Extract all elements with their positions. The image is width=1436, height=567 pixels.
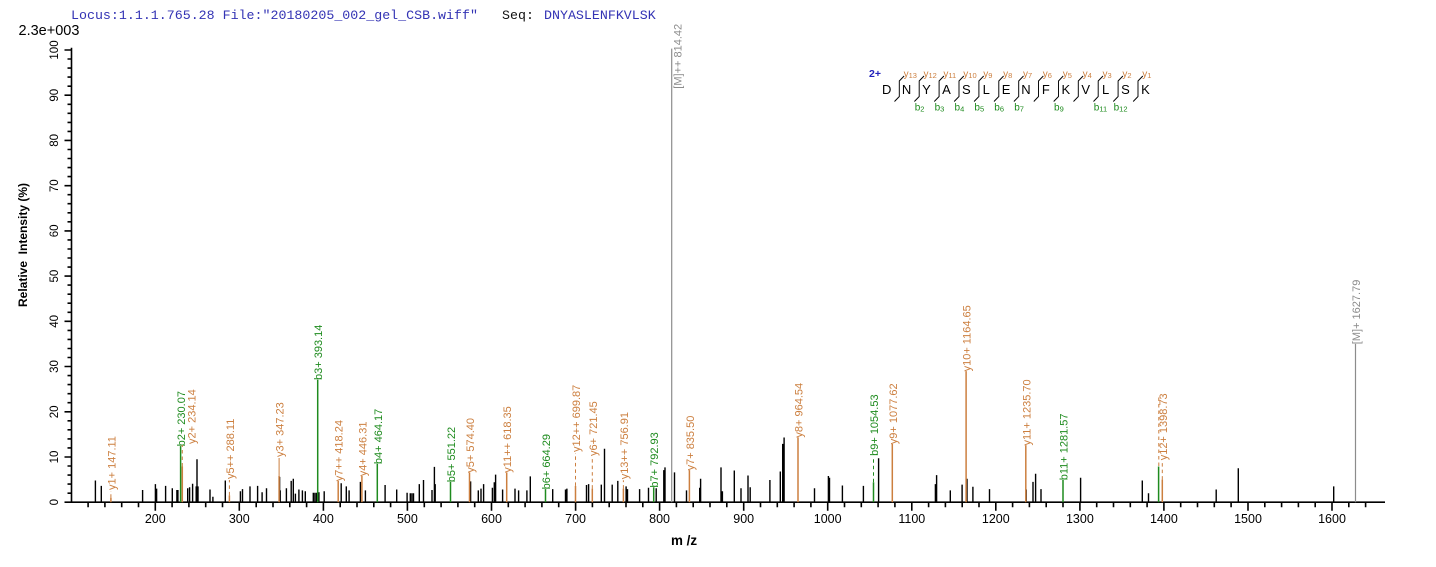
svg-text:20: 20: [49, 405, 61, 418]
svg-text:700: 700: [565, 512, 586, 526]
svg-text:b2+ 230.07: b2+ 230.07: [176, 391, 188, 446]
svg-text:y5: y5: [1063, 69, 1072, 80]
svg-text:b3+ 393.14: b3+ 393.14: [313, 325, 325, 380]
svg-text:S: S: [1121, 82, 1130, 97]
svg-text:y7: y7: [1023, 69, 1032, 80]
svg-text:y12++ 699.87: y12++ 699.87: [571, 385, 583, 452]
svg-text:1500: 1500: [1234, 512, 1262, 526]
svg-text:1600: 1600: [1318, 512, 1346, 526]
svg-text:y7+ 835.50: y7+ 835.50: [685, 416, 697, 471]
svg-text:N: N: [1021, 82, 1030, 97]
svg-text:y8: y8: [1003, 69, 1012, 80]
svg-text:0: 0: [49, 499, 61, 505]
svg-text:y9: y9: [983, 69, 992, 80]
svg-text:y12: y12: [924, 69, 937, 80]
svg-text:600: 600: [481, 512, 502, 526]
svg-text:300: 300: [229, 512, 250, 526]
svg-text:y10+ 1164.65: y10+ 1164.65: [962, 305, 974, 371]
svg-text:y4: y4: [1083, 69, 1092, 80]
svg-text:60: 60: [49, 225, 61, 238]
svg-text:y7++ 418.24: y7++ 418.24: [334, 420, 346, 481]
svg-text:b6+ 664.29: b6+ 664.29: [541, 434, 553, 489]
svg-text:Seq:: Seq:: [502, 8, 534, 23]
svg-text:y2: y2: [1122, 69, 1131, 80]
svg-text:b7: b7: [1014, 102, 1024, 113]
svg-text:30: 30: [49, 360, 61, 373]
svg-text:y6+ 721.45: y6+ 721.45: [588, 401, 600, 456]
svg-text:y11: y11: [943, 69, 956, 80]
svg-text:DNYASLENFKVLSK: DNYASLENFKVLSK: [544, 8, 656, 23]
svg-text:b9: b9: [1054, 102, 1064, 113]
svg-text:2.3e+003: 2.3e+003: [19, 23, 80, 39]
svg-text:y6: y6: [1043, 69, 1052, 80]
svg-text:b7+ 792.93: b7+ 792.93: [649, 432, 661, 487]
svg-text:y1+ 147.11: y1+ 147.11: [106, 436, 118, 490]
svg-text:b4: b4: [955, 102, 965, 113]
svg-text:500: 500: [397, 512, 418, 526]
svg-text:400: 400: [313, 512, 334, 526]
svg-text:y5+ 574.40: y5+ 574.40: [465, 418, 477, 473]
svg-text:b11+ 1281.57: b11+ 1281.57: [1059, 414, 1071, 481]
svg-text:2+: 2+: [869, 68, 881, 80]
svg-text:b11: b11: [1094, 102, 1107, 113]
svg-text:1000: 1000: [814, 512, 842, 526]
svg-text:L: L: [1102, 82, 1109, 97]
svg-text:1400: 1400: [1150, 512, 1178, 526]
svg-text:b4+ 464.17: b4+ 464.17: [373, 409, 385, 464]
svg-text:80: 80: [49, 134, 61, 147]
svg-text:m /z: m /z: [671, 533, 697, 548]
svg-text:y4+ 446.31: y4+ 446.31: [357, 422, 369, 477]
svg-text:900: 900: [733, 512, 754, 526]
svg-text:[M]+ 1627.79: [M]+ 1627.79: [1351, 280, 1363, 345]
svg-text:y5++ 288.11: y5++ 288.11: [225, 419, 237, 479]
svg-text:y12+ 1398.73: y12+ 1398.73: [1158, 393, 1170, 460]
svg-text:b6: b6: [994, 102, 1004, 113]
svg-text:S: S: [962, 82, 971, 97]
svg-text:b12: b12: [1114, 102, 1128, 113]
svg-text:y10: y10: [963, 69, 976, 80]
svg-text:800: 800: [649, 512, 670, 526]
svg-text:K: K: [1061, 82, 1070, 97]
svg-text:y13: y13: [904, 69, 917, 80]
svg-text:70: 70: [49, 179, 61, 192]
svg-text:y1: y1: [1142, 69, 1151, 80]
svg-text:V: V: [1081, 82, 1090, 97]
svg-text:Y: Y: [922, 82, 931, 97]
svg-text:y3: y3: [1103, 69, 1112, 80]
svg-text:50: 50: [49, 270, 61, 283]
svg-text:y11++ 618.35: y11++ 618.35: [502, 406, 514, 472]
svg-text:b2: b2: [915, 102, 925, 113]
svg-text:b5+ 551.22: b5+ 551.22: [446, 427, 458, 482]
svg-text:10: 10: [49, 451, 61, 464]
svg-text:y13++ 756.91: y13++ 756.91: [619, 412, 631, 479]
svg-text:y3+ 347.23: y3+ 347.23: [275, 402, 287, 457]
svg-text:1300: 1300: [1066, 512, 1094, 526]
svg-text:F: F: [1042, 82, 1050, 97]
svg-text:E: E: [1002, 82, 1011, 97]
svg-text:N: N: [902, 82, 911, 97]
svg-text:1100: 1100: [898, 512, 925, 526]
svg-text:[M]++ 814.42: [M]++ 814.42: [673, 24, 685, 89]
svg-text:b9+ 1054.53: b9+ 1054.53: [869, 394, 881, 455]
svg-text:1200: 1200: [982, 512, 1010, 526]
svg-text:b3: b3: [935, 102, 945, 113]
svg-text:40: 40: [49, 315, 61, 328]
svg-text:y2+ 234.14: y2+ 234.14: [186, 389, 198, 444]
svg-text:y8+ 964.54: y8+ 964.54: [794, 383, 806, 438]
svg-text:Locus:1.1.1.765.28 File:"20180: Locus:1.1.1.765.28 File:"20180205_002_ge…: [71, 8, 478, 23]
svg-text:200: 200: [145, 512, 166, 526]
svg-text:y9+ 1077.62: y9+ 1077.62: [888, 383, 900, 444]
svg-text:A: A: [942, 82, 951, 97]
svg-text:D: D: [882, 82, 891, 97]
svg-text:Relative Intensity (%): Relative Intensity (%): [16, 183, 30, 307]
svg-text:y11+ 1235.70: y11+ 1235.70: [1021, 379, 1033, 445]
svg-text:L: L: [983, 82, 990, 97]
svg-text:K: K: [1141, 82, 1150, 97]
svg-text:b5: b5: [974, 102, 984, 113]
svg-text:90: 90: [49, 89, 61, 102]
svg-text:100: 100: [49, 40, 61, 59]
